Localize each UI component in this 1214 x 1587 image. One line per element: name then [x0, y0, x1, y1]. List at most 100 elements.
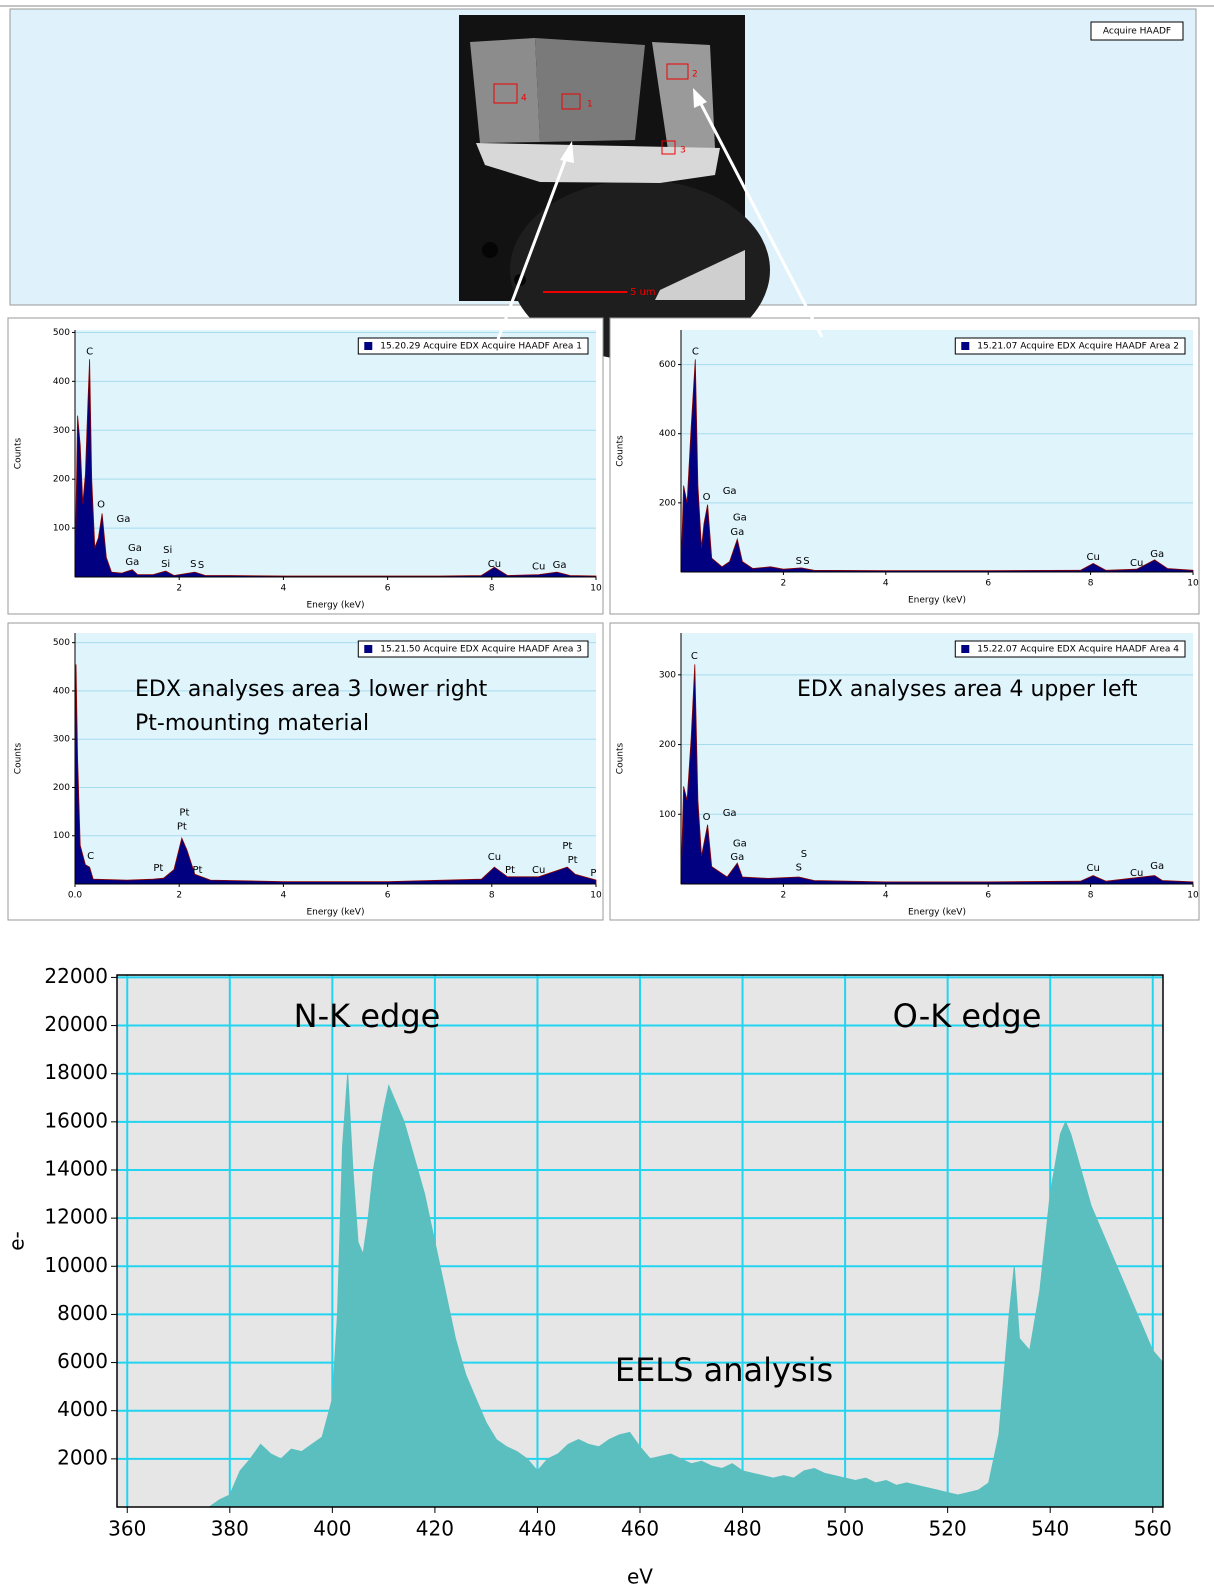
- peak-label: S: [801, 849, 807, 860]
- peak-label: Si: [161, 559, 170, 570]
- annotation: Pt-mounting material: [135, 711, 369, 736]
- peak-label: Ga: [723, 808, 737, 819]
- x-tick-label: 400: [313, 1517, 351, 1541]
- x-tick-label: 8: [489, 891, 495, 901]
- x-tick-label: 4: [883, 579, 889, 589]
- peak-label: P: [590, 868, 596, 879]
- y-tick-label: 12000: [44, 1205, 108, 1229]
- x-tick-label: 540: [1031, 1517, 1069, 1541]
- y-tick-label: 20000: [44, 1012, 108, 1036]
- x-axis-label: eV: [627, 1565, 653, 1587]
- peak-label: Pt: [562, 841, 572, 852]
- x-tick-label: 8: [1088, 891, 1094, 901]
- peak-label: Cu: [1086, 552, 1099, 563]
- y-tick-label: 10000: [44, 1253, 108, 1277]
- y-axis-label: Counts: [616, 435, 626, 467]
- legend-swatch: [961, 342, 969, 350]
- x-tick-label: 10: [1187, 891, 1199, 901]
- y-tick-label: 400: [53, 686, 70, 696]
- y-tick-label: 200: [53, 783, 70, 793]
- y-axis-label: Counts: [14, 437, 24, 469]
- y-tick-label: 300: [53, 735, 70, 745]
- x-axis-label: Energy (keV): [307, 908, 365, 918]
- x-axis-label: Energy (keV): [908, 908, 966, 918]
- peak-label: Ga: [723, 486, 737, 497]
- scale-bar-label: 5 um: [630, 287, 656, 298]
- peak-label: Cu: [532, 865, 545, 876]
- plot-area: [681, 633, 1193, 884]
- peak-label: Ga: [733, 513, 747, 524]
- x-tick-label: 2: [781, 579, 787, 589]
- y-tick-label: 300: [53, 426, 70, 436]
- x-tick-label: 520: [929, 1517, 967, 1541]
- y-axis-label: Counts: [616, 742, 626, 774]
- y-tick-label: 100: [659, 810, 676, 820]
- peak-label: Pt: [505, 865, 515, 876]
- y-tick-label: 6000: [57, 1349, 108, 1373]
- peak-label: Ga: [730, 527, 744, 538]
- figure: Acquire HAADF 1 2 3 4 5 um 1002003004005…: [0, 0, 1214, 1587]
- annotation: N-K edge: [294, 997, 441, 1035]
- y-tick-label: 100: [53, 831, 70, 841]
- x-tick-label: 460: [621, 1517, 659, 1541]
- image-sample: [470, 38, 540, 143]
- area-label: 3: [680, 146, 686, 156]
- area-label: 2: [692, 70, 698, 80]
- legend-swatch: [961, 645, 969, 653]
- y-tick-label: 18000: [44, 1060, 108, 1084]
- x-tick-label: 10: [590, 891, 602, 901]
- y-tick-label: 500: [53, 328, 70, 338]
- y-axis-label: e-: [5, 1231, 29, 1251]
- peak-label: Pt: [153, 863, 163, 874]
- peak-label: C: [87, 851, 94, 862]
- peak-label: Ga: [733, 839, 747, 850]
- peak-label: Cu: [1130, 868, 1143, 879]
- x-tick-label: 4: [281, 891, 287, 901]
- y-tick-label: 100: [53, 524, 70, 534]
- x-tick-label: 4: [883, 891, 889, 901]
- x-tick-label: 2: [176, 891, 182, 901]
- x-tick-label: 2: [176, 584, 182, 594]
- x-tick-label: 560: [1134, 1517, 1172, 1541]
- y-tick-label: 200: [53, 475, 70, 485]
- peak-label: Pt: [177, 822, 187, 833]
- annotation: EDX analyses area 3 lower right: [135, 677, 488, 702]
- plot-area: [75, 633, 596, 884]
- x-tick-label: 440: [518, 1517, 556, 1541]
- charts: 100200300400500246810COGaGaGaSiSiSSCuCuG…: [5, 318, 1200, 1587]
- x-tick-label: 10: [590, 584, 602, 594]
- peak-label: Pt: [568, 855, 578, 866]
- y-tick-label: 2000: [57, 1445, 108, 1469]
- peak-label: C: [692, 346, 699, 357]
- area-label: 4: [521, 94, 527, 104]
- peak-label: S: [796, 556, 802, 567]
- legend-label: 15.21.50 Acquire EDX Acquire HAADF Area …: [380, 645, 582, 655]
- peak-label: S: [190, 559, 196, 570]
- y-tick-label: 22000: [44, 964, 108, 988]
- peak-label: Pt: [192, 865, 202, 876]
- x-axis-label: Energy (keV): [307, 601, 365, 611]
- peak-label: Ga: [1150, 549, 1164, 560]
- x-tick-label: 2: [781, 891, 787, 901]
- annotation: O-K edge: [893, 997, 1042, 1035]
- legend-label: 15.20.29 Acquire EDX Acquire HAADF Area …: [380, 342, 582, 352]
- x-tick-label: 420: [416, 1517, 454, 1541]
- peak-label: Ga: [125, 557, 139, 568]
- x-tick-label: 8: [1088, 579, 1094, 589]
- peak-label: Ga: [117, 514, 131, 525]
- y-tick-label: 200: [659, 498, 676, 508]
- image-legend: Acquire HAADF: [1103, 27, 1171, 37]
- page: Acquire HAADF 1 2 3 4 5 um 1002003004005…: [0, 0, 1214, 1587]
- y-tick-label: 16000: [44, 1108, 108, 1132]
- peak-label: C: [691, 651, 698, 662]
- y-tick-label: 8000: [57, 1301, 108, 1325]
- peak-label: Cu: [1086, 863, 1099, 874]
- x-tick-label: 480: [723, 1517, 761, 1541]
- image-texture: [482, 242, 498, 258]
- x-tick-label: 0.0: [68, 891, 83, 901]
- peak-label: S: [198, 560, 204, 571]
- y-tick-label: 200: [659, 740, 676, 750]
- y-tick-label: 4000: [57, 1397, 108, 1421]
- peak-label: S: [803, 556, 809, 567]
- x-tick-label: 10: [1187, 579, 1199, 589]
